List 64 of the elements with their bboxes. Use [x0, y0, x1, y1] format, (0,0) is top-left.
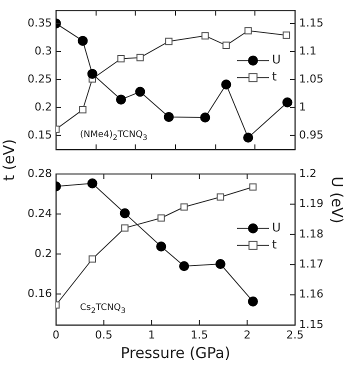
- y2-tick-label: 1.16: [299, 288, 324, 301]
- point: [156, 241, 166, 252]
- point: [282, 97, 292, 108]
- x-tick-label: 0.5: [95, 328, 113, 342]
- y2-tick-label: 0.95: [299, 128, 324, 142]
- point: [216, 193, 224, 201]
- y-tick-label: 0.35: [28, 16, 52, 30]
- point: [244, 27, 252, 34]
- y2-tick-label: 1.15: [299, 318, 324, 331]
- legend-label: U: [272, 220, 281, 234]
- point: [249, 183, 257, 191]
- point: [222, 42, 230, 49]
- x-axis-title: Pressure (GPa): [120, 344, 230, 362]
- y-tick-label: 0.3: [34, 44, 52, 58]
- point: [157, 214, 165, 222]
- y-tick-label: 0.25: [28, 72, 52, 86]
- x-tick-label: 2: [244, 328, 251, 342]
- point: [135, 86, 146, 97]
- point: [180, 203, 188, 211]
- point: [179, 261, 190, 272]
- y2-tick-label: 1.2: [299, 166, 316, 180]
- y-tick-label: 0.2: [34, 246, 52, 260]
- y-tick-label: 0.24: [28, 206, 52, 220]
- point: [248, 296, 258, 306]
- y-tick-label: 0.15: [28, 128, 52, 142]
- y-axis-title: t (eV): [0, 139, 18, 181]
- x-tick-label: 2.5: [286, 328, 304, 342]
- point: [215, 258, 226, 269]
- point: [164, 112, 174, 122]
- x-tick-label: 0: [52, 328, 60, 342]
- point: [201, 32, 209, 40]
- legend-label: U: [272, 52, 281, 67]
- y2-tick-label: 1.18: [299, 227, 324, 240]
- annotation: Cs$_{2}$TCNQ$_{3}$: [80, 303, 126, 315]
- y2-axis-title: U (eV): [328, 176, 346, 224]
- y-tick-label: 0.2: [34, 100, 52, 114]
- point: [87, 178, 98, 188]
- point: [88, 255, 96, 263]
- x-tick-label: 1.5: [190, 328, 208, 342]
- point: [78, 36, 88, 46]
- point: [79, 106, 86, 114]
- y2-tick-label: 1.15: [299, 16, 324, 30]
- y2-tick-label: 1: [299, 100, 306, 114]
- point: [116, 94, 126, 105]
- point: [136, 54, 144, 62]
- point: [165, 38, 172, 46]
- point: [221, 79, 232, 90]
- annotation: (NMe4)$_{2}$TCNQ$_{3}$: [80, 130, 148, 142]
- point: [87, 68, 98, 79]
- y2-tick-label: 1.17: [299, 257, 324, 270]
- point: [243, 132, 254, 143]
- point: [200, 112, 210, 122]
- y2-tick-label: 1.19: [299, 197, 324, 210]
- y2-tick-label: 1.05: [299, 72, 324, 86]
- legend-label: t: [272, 237, 277, 252]
- point: [120, 208, 130, 218]
- y2-tick-label: 1.1: [299, 44, 316, 58]
- y-tick-label: 0.28: [28, 166, 52, 180]
- x-tick-label: 1: [148, 328, 156, 342]
- point: [121, 224, 129, 232]
- legend-label: t: [272, 70, 277, 84]
- y-tick-label: 0.16: [28, 286, 52, 300]
- point: [282, 32, 290, 39]
- point: [117, 55, 125, 62]
